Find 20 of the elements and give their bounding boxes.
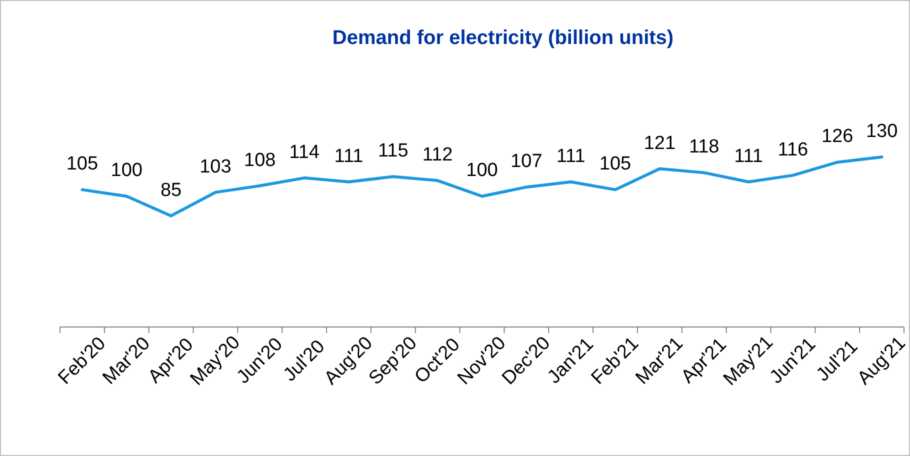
data-label: 107 xyxy=(510,151,542,172)
data-label: 108 xyxy=(244,150,276,171)
data-label: 111 xyxy=(334,146,364,167)
data-label: 85 xyxy=(160,180,182,201)
data-label: 100 xyxy=(110,160,142,182)
data-label: 100 xyxy=(466,160,498,182)
data-label: 130 xyxy=(866,121,898,142)
data-label: 105 xyxy=(66,154,98,175)
data-label: 121 xyxy=(644,132,676,154)
data-label: 111 xyxy=(734,146,763,167)
data-label: 114 xyxy=(289,142,320,163)
data-label: 111 xyxy=(556,146,586,167)
chart-title: Demand for electricity (billion units) xyxy=(332,27,674,49)
data-label: 116 xyxy=(778,139,808,160)
data-label: 103 xyxy=(200,156,232,178)
data-label: 126 xyxy=(822,126,854,148)
data-label: 112 xyxy=(422,144,453,166)
data-label: 105 xyxy=(599,154,632,175)
data-label: 118 xyxy=(688,136,720,158)
data-label: 115 xyxy=(378,140,408,162)
